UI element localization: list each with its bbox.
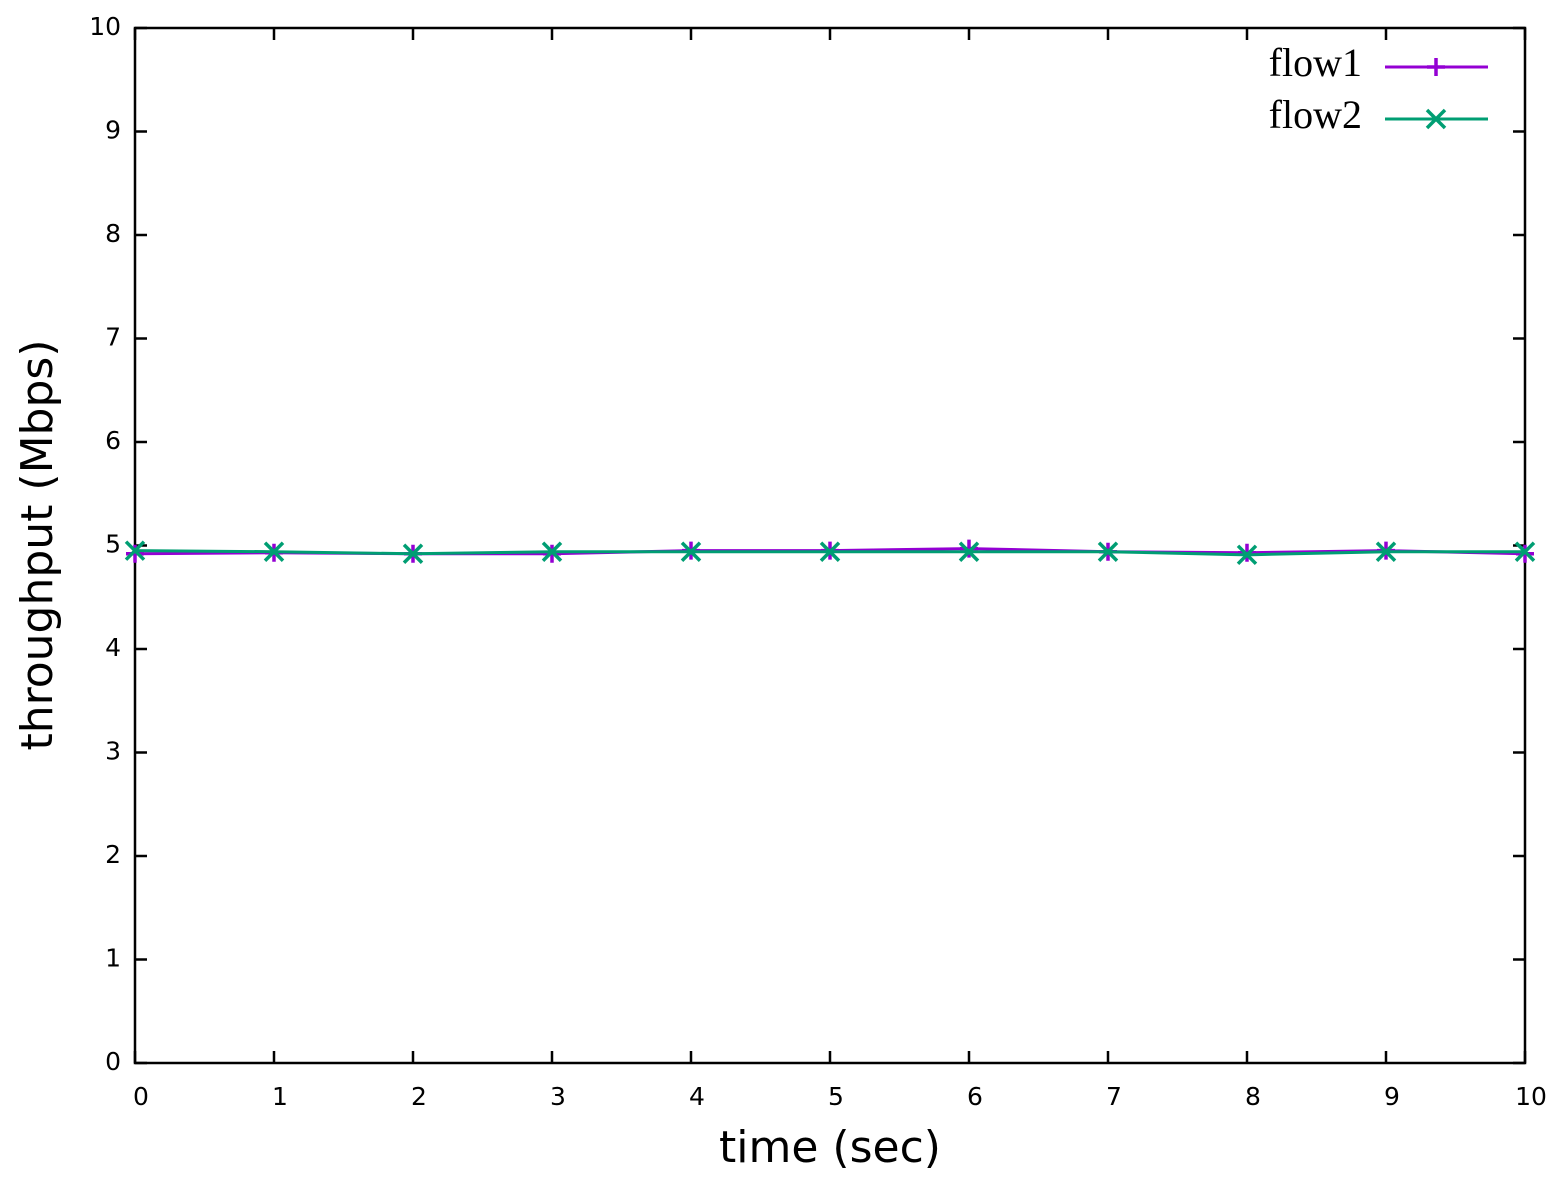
y-tick-label: 2: [105, 840, 121, 869]
data-point: [1514, 541, 1536, 562]
y-tick-label: 6: [105, 426, 121, 455]
x-tick-label: 1: [272, 1082, 288, 1111]
data-point: [680, 541, 702, 562]
y-tick-label: 4: [105, 633, 121, 662]
y-tick-label: 3: [105, 737, 121, 766]
x-tick-label: 9: [1384, 1082, 1400, 1111]
data-point: [960, 539, 978, 558]
x-tick-label: 4: [689, 1082, 705, 1111]
data-point: [1097, 541, 1119, 562]
x-axis-label: time (sec): [719, 1122, 941, 1173]
legend-label: flow1: [1269, 40, 1362, 85]
data-point: [402, 543, 424, 565]
data-point: [958, 541, 980, 562]
data-point: [126, 544, 144, 563]
x-tick-label: 7: [1106, 1082, 1122, 1111]
x-tick-label: 2: [411, 1082, 427, 1111]
data-point: [1375, 541, 1397, 562]
x-tick-label: 10: [1515, 1082, 1547, 1111]
x-tick-label: 0: [133, 1082, 149, 1111]
x-tick-label: 3: [550, 1082, 566, 1111]
y-tick-label: 10: [89, 12, 121, 41]
y-tick-label: 8: [105, 219, 121, 248]
legend-marker: [1425, 108, 1447, 130]
legend-label: flow2: [1269, 92, 1362, 137]
y-tick-label: 0: [105, 1047, 121, 1076]
data-point: [124, 540, 146, 561]
y-tick-label: 5: [105, 530, 121, 559]
y-axis-label: throughput (Mbps): [12, 339, 63, 750]
x-tick-label: 8: [1245, 1082, 1261, 1111]
y-tick-label: 9: [105, 116, 121, 145]
data-point: [819, 541, 841, 562]
y-tick-label: 7: [105, 323, 121, 352]
data-point: [1236, 544, 1258, 566]
legend-marker: [1427, 58, 1445, 76]
data-point: [263, 541, 285, 562]
y-tick-label: 1: [105, 944, 121, 973]
x-tick-label: 5: [828, 1082, 844, 1111]
data-point: [541, 541, 563, 562]
x-tick-label: 6: [967, 1082, 983, 1111]
